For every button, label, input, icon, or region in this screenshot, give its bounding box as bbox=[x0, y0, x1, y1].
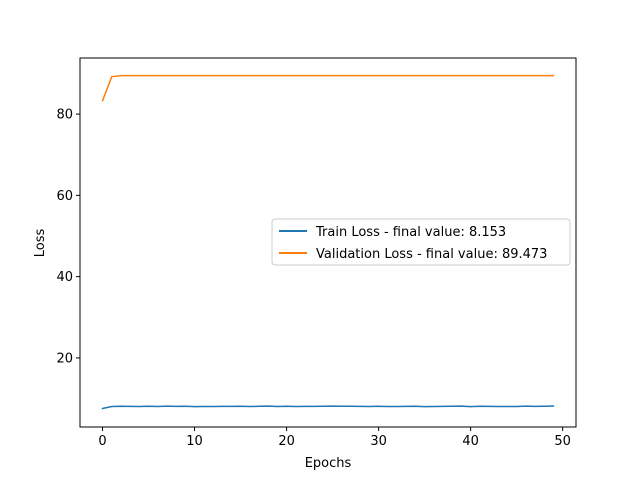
x-tick-label: 30 bbox=[370, 434, 387, 449]
y-tick-label: 40 bbox=[56, 270, 73, 285]
x-tick-label: 40 bbox=[462, 434, 479, 449]
x-tick-label: 0 bbox=[98, 434, 106, 449]
y-tick-label: 20 bbox=[56, 351, 73, 366]
series-line-train-loss bbox=[101, 405, 555, 410]
x-tick-label: 20 bbox=[278, 434, 295, 449]
legend-label-validation-loss: Validation Loss - final value: 89.473 bbox=[316, 247, 547, 262]
legend-label-train-loss: Train Loss - final value: 8.153 bbox=[315, 225, 506, 240]
x-axis-label: Epochs bbox=[305, 456, 352, 471]
plot-lines bbox=[101, 74, 555, 410]
y-axis-label: Loss bbox=[33, 229, 48, 258]
series-line-validation-loss bbox=[101, 74, 555, 102]
x-axis-ticks: 0 10 20 30 40 50 bbox=[98, 427, 571, 449]
y-axis-ticks: 20 40 60 80 bbox=[56, 108, 80, 366]
legend: Train Loss - final value: 8.153 Validati… bbox=[271, 218, 571, 266]
y-tick-label: 80 bbox=[56, 108, 73, 123]
axes-frame bbox=[79, 57, 577, 428]
legend-box bbox=[271, 218, 571, 266]
y-tick-label: 60 bbox=[56, 189, 73, 204]
x-tick-label: 50 bbox=[554, 434, 571, 449]
x-tick-label: 10 bbox=[186, 434, 203, 449]
